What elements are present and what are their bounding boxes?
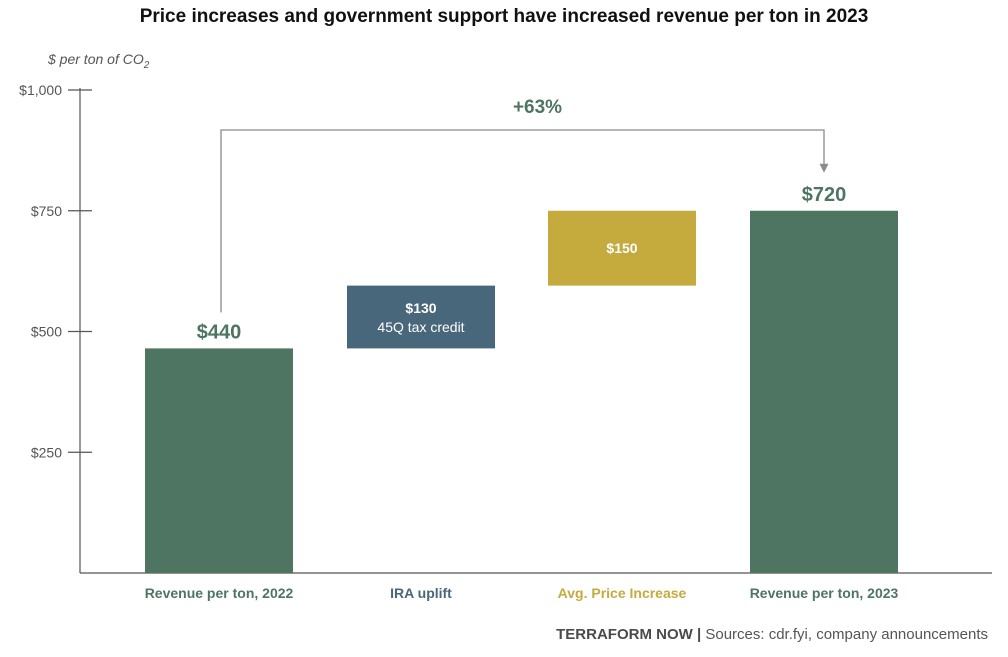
y-tick-label: $750 xyxy=(31,203,62,219)
category-label: IRA uplift xyxy=(390,585,452,601)
connector-arrowhead xyxy=(819,163,829,173)
bars xyxy=(145,210,898,573)
bar-value-label: $130 xyxy=(405,300,436,316)
bar xyxy=(145,348,293,573)
percent-change-connector: +63% xyxy=(220,97,829,313)
bar xyxy=(750,210,898,573)
y-axis-label-subscript: 2 xyxy=(143,60,150,71)
footer-separator: | xyxy=(696,626,702,643)
y-axis-label-main: $ per ton of CO xyxy=(47,51,144,67)
bar-labels: $440 $130 45Q tax credit $150 $720 xyxy=(197,184,847,344)
footer: TERRAFORM NOW | Sources: cdr.fyi, compan… xyxy=(556,626,988,643)
y-ticks: $250 $500 $750 $1,000 xyxy=(19,82,92,460)
category-label: Revenue per ton, 2023 xyxy=(750,585,899,601)
waterfall-chart: $ per ton of CO2 $250 $500 $750 $1,000 +63%… xyxy=(19,51,992,601)
category-label: Avg. Price Increase xyxy=(558,585,687,601)
connector-line xyxy=(220,129,825,313)
y-tick-label: $500 xyxy=(31,324,62,340)
y-tick-label: $1,000 xyxy=(19,82,62,98)
bar-sublabel: 45Q tax credit xyxy=(377,319,464,335)
chart-title: Price increases and government support h… xyxy=(139,6,869,27)
y-axis-label: $ per ton of CO2 xyxy=(47,51,150,71)
category-label: Revenue per ton, 2022 xyxy=(145,585,294,601)
percent-change-label: +63% xyxy=(513,97,562,118)
bar xyxy=(347,285,495,349)
footer-brand: TERRAFORM NOW xyxy=(556,626,693,643)
bar-value-label: $440 xyxy=(197,321,242,343)
bar-value-label: $720 xyxy=(802,184,847,206)
bar-value-label: $150 xyxy=(606,240,637,256)
y-tick-label: $250 xyxy=(31,444,62,460)
footer-sources: Sources: cdr.fyi, company announcements xyxy=(705,626,988,643)
category-labels: Revenue per ton, 2022 IRA uplift Avg. Pric… xyxy=(145,585,899,601)
bar xyxy=(548,210,696,286)
